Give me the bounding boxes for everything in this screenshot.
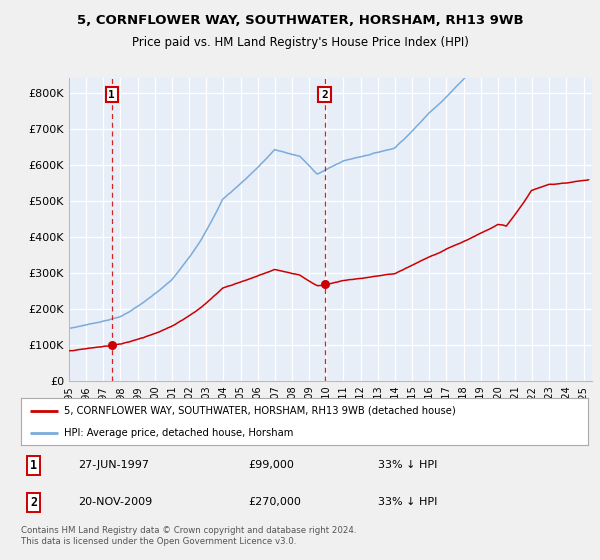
Text: Price paid vs. HM Land Registry's House Price Index (HPI): Price paid vs. HM Land Registry's House … <box>131 36 469 49</box>
Text: 33% ↓ HPI: 33% ↓ HPI <box>378 460 437 470</box>
Text: 27-JUN-1997: 27-JUN-1997 <box>78 460 149 470</box>
Text: 2: 2 <box>30 496 37 509</box>
Text: Contains HM Land Registry data © Crown copyright and database right 2024.
This d: Contains HM Land Registry data © Crown c… <box>21 526 356 546</box>
Text: HPI: Average price, detached house, Horsham: HPI: Average price, detached house, Hors… <box>64 428 293 438</box>
Text: £270,000: £270,000 <box>248 497 301 507</box>
Text: 1: 1 <box>109 90 115 100</box>
Text: 2: 2 <box>321 90 328 100</box>
Text: 5, CORNFLOWER WAY, SOUTHWATER, HORSHAM, RH13 9WB: 5, CORNFLOWER WAY, SOUTHWATER, HORSHAM, … <box>77 14 523 27</box>
Text: 33% ↓ HPI: 33% ↓ HPI <box>378 497 437 507</box>
Text: 5, CORNFLOWER WAY, SOUTHWATER, HORSHAM, RH13 9WB (detached house): 5, CORNFLOWER WAY, SOUTHWATER, HORSHAM, … <box>64 406 455 416</box>
Text: 1: 1 <box>30 459 37 472</box>
Text: 20-NOV-2009: 20-NOV-2009 <box>78 497 152 507</box>
Text: £99,000: £99,000 <box>248 460 293 470</box>
